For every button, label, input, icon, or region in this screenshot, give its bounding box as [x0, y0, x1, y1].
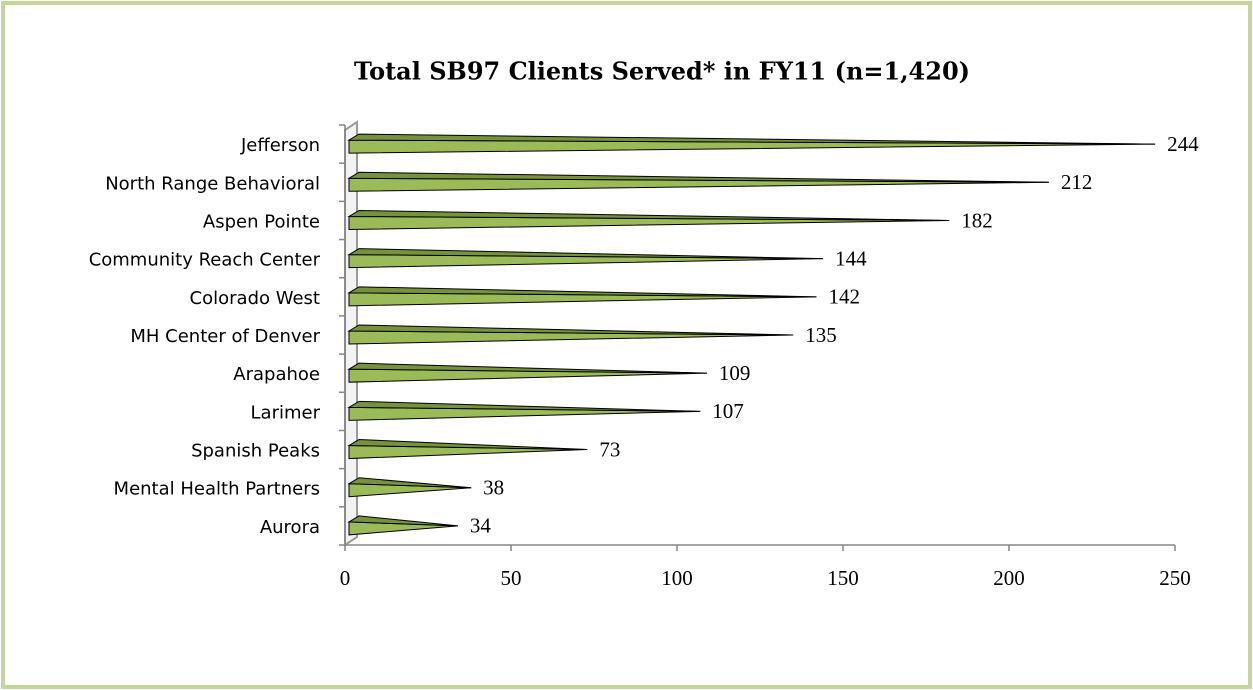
y-tick-label: Spanish Peaks — [191, 441, 320, 462]
x-tick-label: 250 — [1159, 566, 1191, 590]
y-tick-label: Colorado West — [190, 288, 320, 309]
y-tick-label: Jefferson — [240, 135, 320, 156]
y-tick-label: Mental Health Partners — [114, 479, 320, 500]
bar-face — [347, 133, 1156, 145]
bar-face — [347, 400, 701, 412]
value-label: 34 — [470, 514, 492, 538]
x-tick-label: 50 — [501, 566, 522, 590]
y-tick-label: Aurora — [260, 517, 320, 538]
bar — [347, 209, 950, 230]
y-tick-label: MH Center of Denver — [130, 326, 320, 347]
y-tick-label: North Range Behavioral — [105, 173, 320, 194]
bar — [347, 324, 794, 345]
bar — [347, 515, 458, 536]
value-label: 73 — [599, 437, 620, 461]
bar — [347, 439, 588, 460]
value-label: 135 — [805, 323, 837, 347]
bar-face — [347, 362, 707, 374]
bar — [347, 477, 472, 498]
value-label: 38 — [483, 476, 504, 500]
bar — [347, 133, 1156, 154]
bar-face — [347, 286, 817, 298]
value-label: 142 — [828, 285, 860, 309]
bar — [347, 248, 824, 269]
bar-face — [347, 515, 458, 527]
chart-title: Total SB97 Clients Served* in FY11 (n=1,… — [354, 57, 970, 86]
x-tick-label: 100 — [661, 566, 693, 590]
value-label: 244 — [1167, 132, 1199, 156]
y-tick-label: Larimer — [251, 402, 321, 423]
y-tick-label: Arapahoe — [233, 364, 320, 385]
value-label: 144 — [835, 246, 867, 270]
bar — [347, 286, 817, 307]
bar-face — [347, 248, 824, 260]
bar-face — [347, 477, 472, 489]
bar-face — [347, 439, 588, 451]
x-tick-label: 0 — [340, 566, 351, 590]
bar-face — [347, 171, 1049, 183]
bar — [347, 171, 1049, 192]
bar-face — [347, 324, 794, 336]
bar — [347, 362, 707, 383]
x-tick-label: 150 — [827, 566, 859, 590]
bar — [347, 400, 701, 421]
x-tick-label: 200 — [993, 566, 1025, 590]
value-label: 182 — [961, 208, 993, 232]
bar-face — [347, 209, 950, 221]
y-tick-label: Community Reach Center — [89, 250, 321, 271]
value-label: 107 — [712, 399, 744, 423]
y-tick-label: Aspen Pointe — [203, 211, 320, 232]
value-label: 212 — [1061, 170, 1093, 194]
value-label: 109 — [719, 361, 751, 385]
